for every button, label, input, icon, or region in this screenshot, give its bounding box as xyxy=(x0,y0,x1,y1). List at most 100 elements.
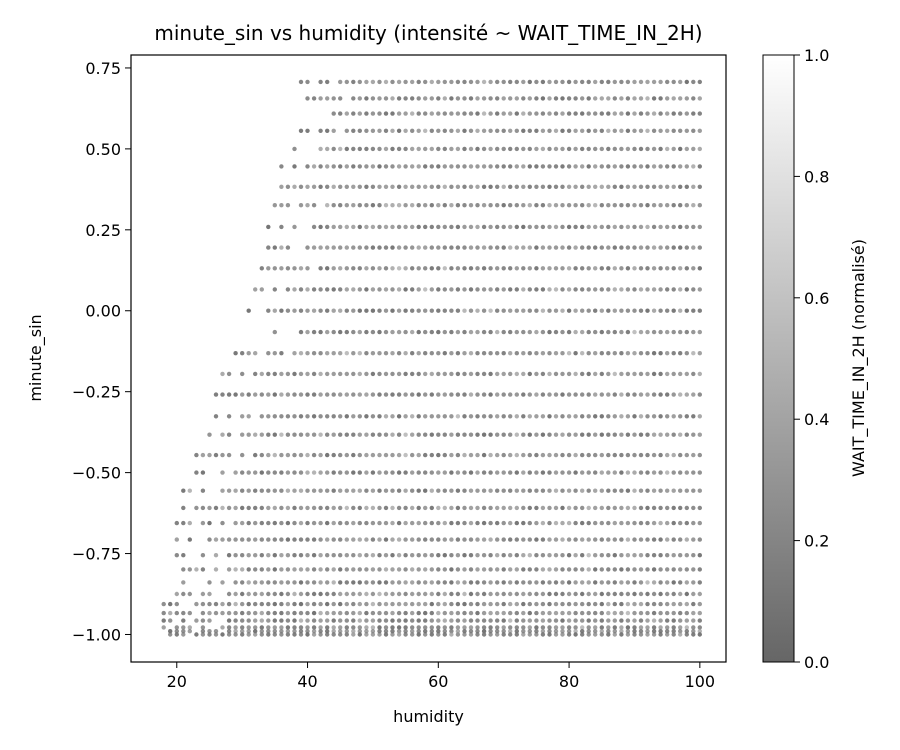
scatter-point xyxy=(403,537,408,542)
scatter-point xyxy=(357,146,362,152)
scatter-point xyxy=(161,601,166,607)
scatter-point xyxy=(390,351,395,356)
scatter-point xyxy=(246,470,251,475)
scatter-point xyxy=(266,580,271,585)
scatter-point xyxy=(429,567,434,572)
scatter-point xyxy=(495,580,500,585)
scatter-point xyxy=(508,224,513,230)
scatter-point xyxy=(390,392,395,397)
scatter-point xyxy=(606,601,611,607)
scatter-point xyxy=(194,601,199,607)
scatter-point xyxy=(475,164,480,169)
scatter-point xyxy=(488,146,493,152)
scatter-point xyxy=(691,203,696,208)
scatter-point xyxy=(514,505,519,511)
scatter-point xyxy=(468,452,474,458)
scatter-point xyxy=(305,452,310,458)
scatter-point xyxy=(403,632,408,637)
scatter-point xyxy=(619,329,624,335)
scatter-point xyxy=(573,287,578,292)
scatter-point xyxy=(514,553,519,558)
scatter-point xyxy=(678,432,683,437)
scatter-point xyxy=(331,329,336,335)
scatter-point xyxy=(351,488,356,493)
scatter-point xyxy=(573,245,578,250)
scatter-point xyxy=(383,610,389,616)
scatter-point xyxy=(161,618,166,623)
scatter-point xyxy=(416,591,421,597)
scatter-point xyxy=(697,470,702,475)
scatter-point xyxy=(527,245,532,250)
scatter-point xyxy=(259,580,264,585)
scatter-point xyxy=(573,432,578,437)
scatter-point xyxy=(449,632,454,637)
y-tick-label: −0.75 xyxy=(72,545,121,564)
scatter-point xyxy=(383,567,389,572)
scatter-point xyxy=(272,601,277,607)
scatter-point xyxy=(468,146,474,152)
scatter-point xyxy=(357,432,362,437)
scatter-point xyxy=(370,287,376,292)
scatter-point xyxy=(671,128,676,133)
scatter-point xyxy=(612,567,617,572)
scatter-point xyxy=(226,505,232,511)
scatter-point xyxy=(566,470,572,475)
scatter-point xyxy=(462,632,467,637)
scatter-point xyxy=(259,591,264,597)
scatter-point xyxy=(619,629,624,634)
scatter-point xyxy=(364,567,369,572)
scatter-point xyxy=(318,287,323,292)
scatter-point xyxy=(501,351,506,356)
scatter-point xyxy=(671,625,676,630)
scatter-point xyxy=(684,580,689,585)
scatter-point xyxy=(416,452,421,458)
scatter-point xyxy=(253,351,258,356)
scatter-point xyxy=(344,520,349,526)
scatter-point xyxy=(292,629,297,634)
scatter-point xyxy=(468,79,474,85)
scatter-point xyxy=(325,128,330,133)
scatter-point xyxy=(540,266,546,271)
scatter-point xyxy=(298,505,304,511)
scatter-point xyxy=(279,488,284,493)
scatter-point xyxy=(651,580,657,585)
scatter-point xyxy=(364,371,369,377)
scatter-point xyxy=(442,625,447,630)
scatter-point xyxy=(651,553,657,558)
scatter-point xyxy=(410,520,415,526)
scatter-point xyxy=(508,329,513,335)
scatter-point xyxy=(311,287,317,292)
scatter-point xyxy=(390,520,395,526)
scatter-point xyxy=(540,184,546,189)
scatter-point xyxy=(338,245,343,250)
scatter-point xyxy=(475,351,480,356)
scatter-point xyxy=(377,245,382,250)
scatter-point xyxy=(684,505,689,511)
scatter-point xyxy=(370,111,376,116)
scatter-point xyxy=(521,351,526,356)
scatter-point xyxy=(292,432,297,437)
scatter-point xyxy=(593,146,598,152)
scatter-point xyxy=(357,470,362,475)
scatter-point xyxy=(521,625,526,630)
scatter-point xyxy=(383,308,389,313)
scatter-point xyxy=(377,79,382,85)
scatter-point xyxy=(645,625,650,630)
scatter-point xyxy=(370,392,376,397)
scatter-point xyxy=(678,505,683,511)
scatter-point xyxy=(508,79,513,85)
scatter-point xyxy=(272,610,277,616)
scatter-point xyxy=(266,371,271,377)
scatter-point xyxy=(462,371,467,377)
scatter-point xyxy=(442,128,447,133)
scatter-point xyxy=(298,266,304,271)
scatter-point xyxy=(547,553,552,558)
scatter-point xyxy=(285,618,291,623)
scatter-point xyxy=(573,146,578,152)
scatter-point xyxy=(495,146,500,152)
scatter-point xyxy=(259,567,264,572)
scatter-point xyxy=(553,146,559,152)
scatter-point xyxy=(410,128,415,133)
scatter-point xyxy=(253,580,258,585)
scatter-point xyxy=(691,567,696,572)
